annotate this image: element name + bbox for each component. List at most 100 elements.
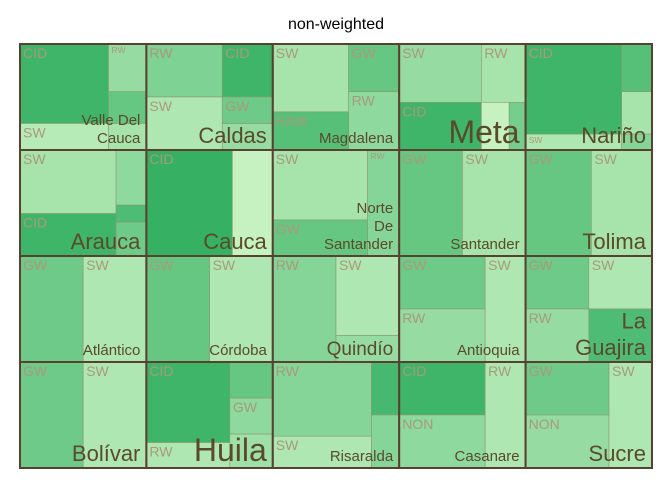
treemap-group: GW SW Córdoba xyxy=(145,255,274,363)
treemap-tile xyxy=(348,91,400,151)
group-label: Casanare xyxy=(455,448,520,465)
treemap-tile xyxy=(146,442,231,469)
group-label: Quindío xyxy=(327,339,394,360)
treemap-tile xyxy=(335,335,400,363)
tile-label: SW xyxy=(276,437,299,453)
group-label: Caldas xyxy=(198,123,266,148)
tile-label: GW xyxy=(352,45,377,61)
treemap-tile xyxy=(525,361,610,416)
tile-label: SW xyxy=(592,257,615,273)
treemap-group: CID SW Nariño xyxy=(524,43,653,151)
treemap-tile xyxy=(591,149,653,257)
group-label: Meta xyxy=(448,114,519,150)
tile-label: SW xyxy=(276,151,299,167)
tile-label: CID xyxy=(149,363,173,379)
tile-label: RW xyxy=(352,93,376,109)
treemap-tile xyxy=(588,255,653,310)
treemap-tile xyxy=(398,361,486,416)
treemap-group: GW SW Bolívar xyxy=(19,361,148,469)
group-label: Arauca xyxy=(71,229,141,254)
treemap-tile xyxy=(115,204,147,223)
group-label: Tolima xyxy=(582,229,646,254)
tile-label: SW xyxy=(276,45,299,61)
treemap-tile xyxy=(398,255,486,310)
treemap-tile xyxy=(272,435,372,469)
tile-label: GW xyxy=(276,221,301,237)
treemap-tile xyxy=(621,91,653,135)
tile-label: CID xyxy=(149,151,173,167)
tile-label: SW xyxy=(339,257,362,273)
tile-label: RW xyxy=(371,151,385,161)
treemap-tile xyxy=(348,43,400,93)
tile-label: CID xyxy=(23,215,47,231)
treemap-tile xyxy=(19,361,84,469)
tile-label: GW xyxy=(225,98,250,114)
tile-label: GW xyxy=(23,257,48,273)
treemap-tile xyxy=(371,361,400,416)
tile-label: RAW xyxy=(276,113,309,129)
treemap-tile xyxy=(272,43,349,113)
tile-label: RW xyxy=(402,310,426,326)
treemap-tile xyxy=(462,149,526,257)
tile-label: CID xyxy=(402,363,426,379)
group-label: Nariño xyxy=(581,123,646,148)
tile-label: CID xyxy=(529,45,553,61)
treemap-group: SW GW RW RAW Magdalena xyxy=(271,43,401,151)
tile-label: NON xyxy=(529,416,560,432)
treemap-tile xyxy=(525,414,610,469)
treemap-group: CID Cauca xyxy=(145,149,274,257)
tile-label: SW xyxy=(402,45,425,61)
tile-label: GW xyxy=(529,151,554,167)
treemap-tile xyxy=(484,255,526,363)
treemap-tile xyxy=(484,361,526,469)
treemap-tile xyxy=(221,43,274,98)
treemap-tile xyxy=(146,361,231,443)
treemap-group: GW SW Santander xyxy=(398,149,527,257)
group-label: Córdoba xyxy=(209,342,267,359)
treemap-tile xyxy=(146,149,233,257)
treemap-group: GW NON SW Sucre xyxy=(524,361,653,469)
treemap-tile xyxy=(19,255,84,363)
group-label: La xyxy=(622,309,647,334)
treemap-group: CID GW RW Huila xyxy=(145,361,274,469)
tile-label: SW xyxy=(488,257,511,273)
tile-label: NON xyxy=(402,416,433,432)
treemap-group: RW SW Risaralda xyxy=(271,361,401,469)
tile-label: SW xyxy=(23,151,46,167)
treemap-tile xyxy=(221,96,274,124)
group-label: Huila xyxy=(194,432,267,468)
tile-label: RW xyxy=(149,444,173,460)
treemap-tile xyxy=(272,361,372,437)
treemap-tile xyxy=(232,149,274,257)
treemap-tile xyxy=(108,123,147,151)
treemap-group: GW SW Tolima xyxy=(524,149,653,257)
treemap-group: GW SW Atlántico xyxy=(19,255,148,363)
tile-label: SW xyxy=(23,125,46,141)
treemap-tile xyxy=(82,361,147,469)
treemap-tile xyxy=(272,219,368,257)
group-label: Santander xyxy=(450,236,519,253)
group-label: Risaralda xyxy=(330,448,394,465)
group-label: Valle Del xyxy=(81,112,140,129)
tile-label: RW xyxy=(276,363,300,379)
group-label: Magdalena xyxy=(319,130,394,147)
treemap-tile xyxy=(115,221,147,257)
treemap-tile xyxy=(209,255,274,363)
tile-label: SW xyxy=(594,151,617,167)
tile-label: SW xyxy=(149,98,172,114)
tile-label: SW xyxy=(213,257,236,273)
treemap-tile xyxy=(229,433,274,469)
tile-label: GW xyxy=(402,257,427,273)
tile-label: RW xyxy=(484,45,508,61)
tile-label: GW xyxy=(149,257,174,273)
tile-label: GW xyxy=(233,399,258,415)
tile-label: SW xyxy=(529,135,543,145)
tile-label: GW xyxy=(402,151,427,167)
group-label: Santander xyxy=(324,236,393,253)
treemap-tile xyxy=(221,123,274,151)
tile-label: CID xyxy=(402,103,426,119)
group-label: Norte xyxy=(357,200,394,217)
